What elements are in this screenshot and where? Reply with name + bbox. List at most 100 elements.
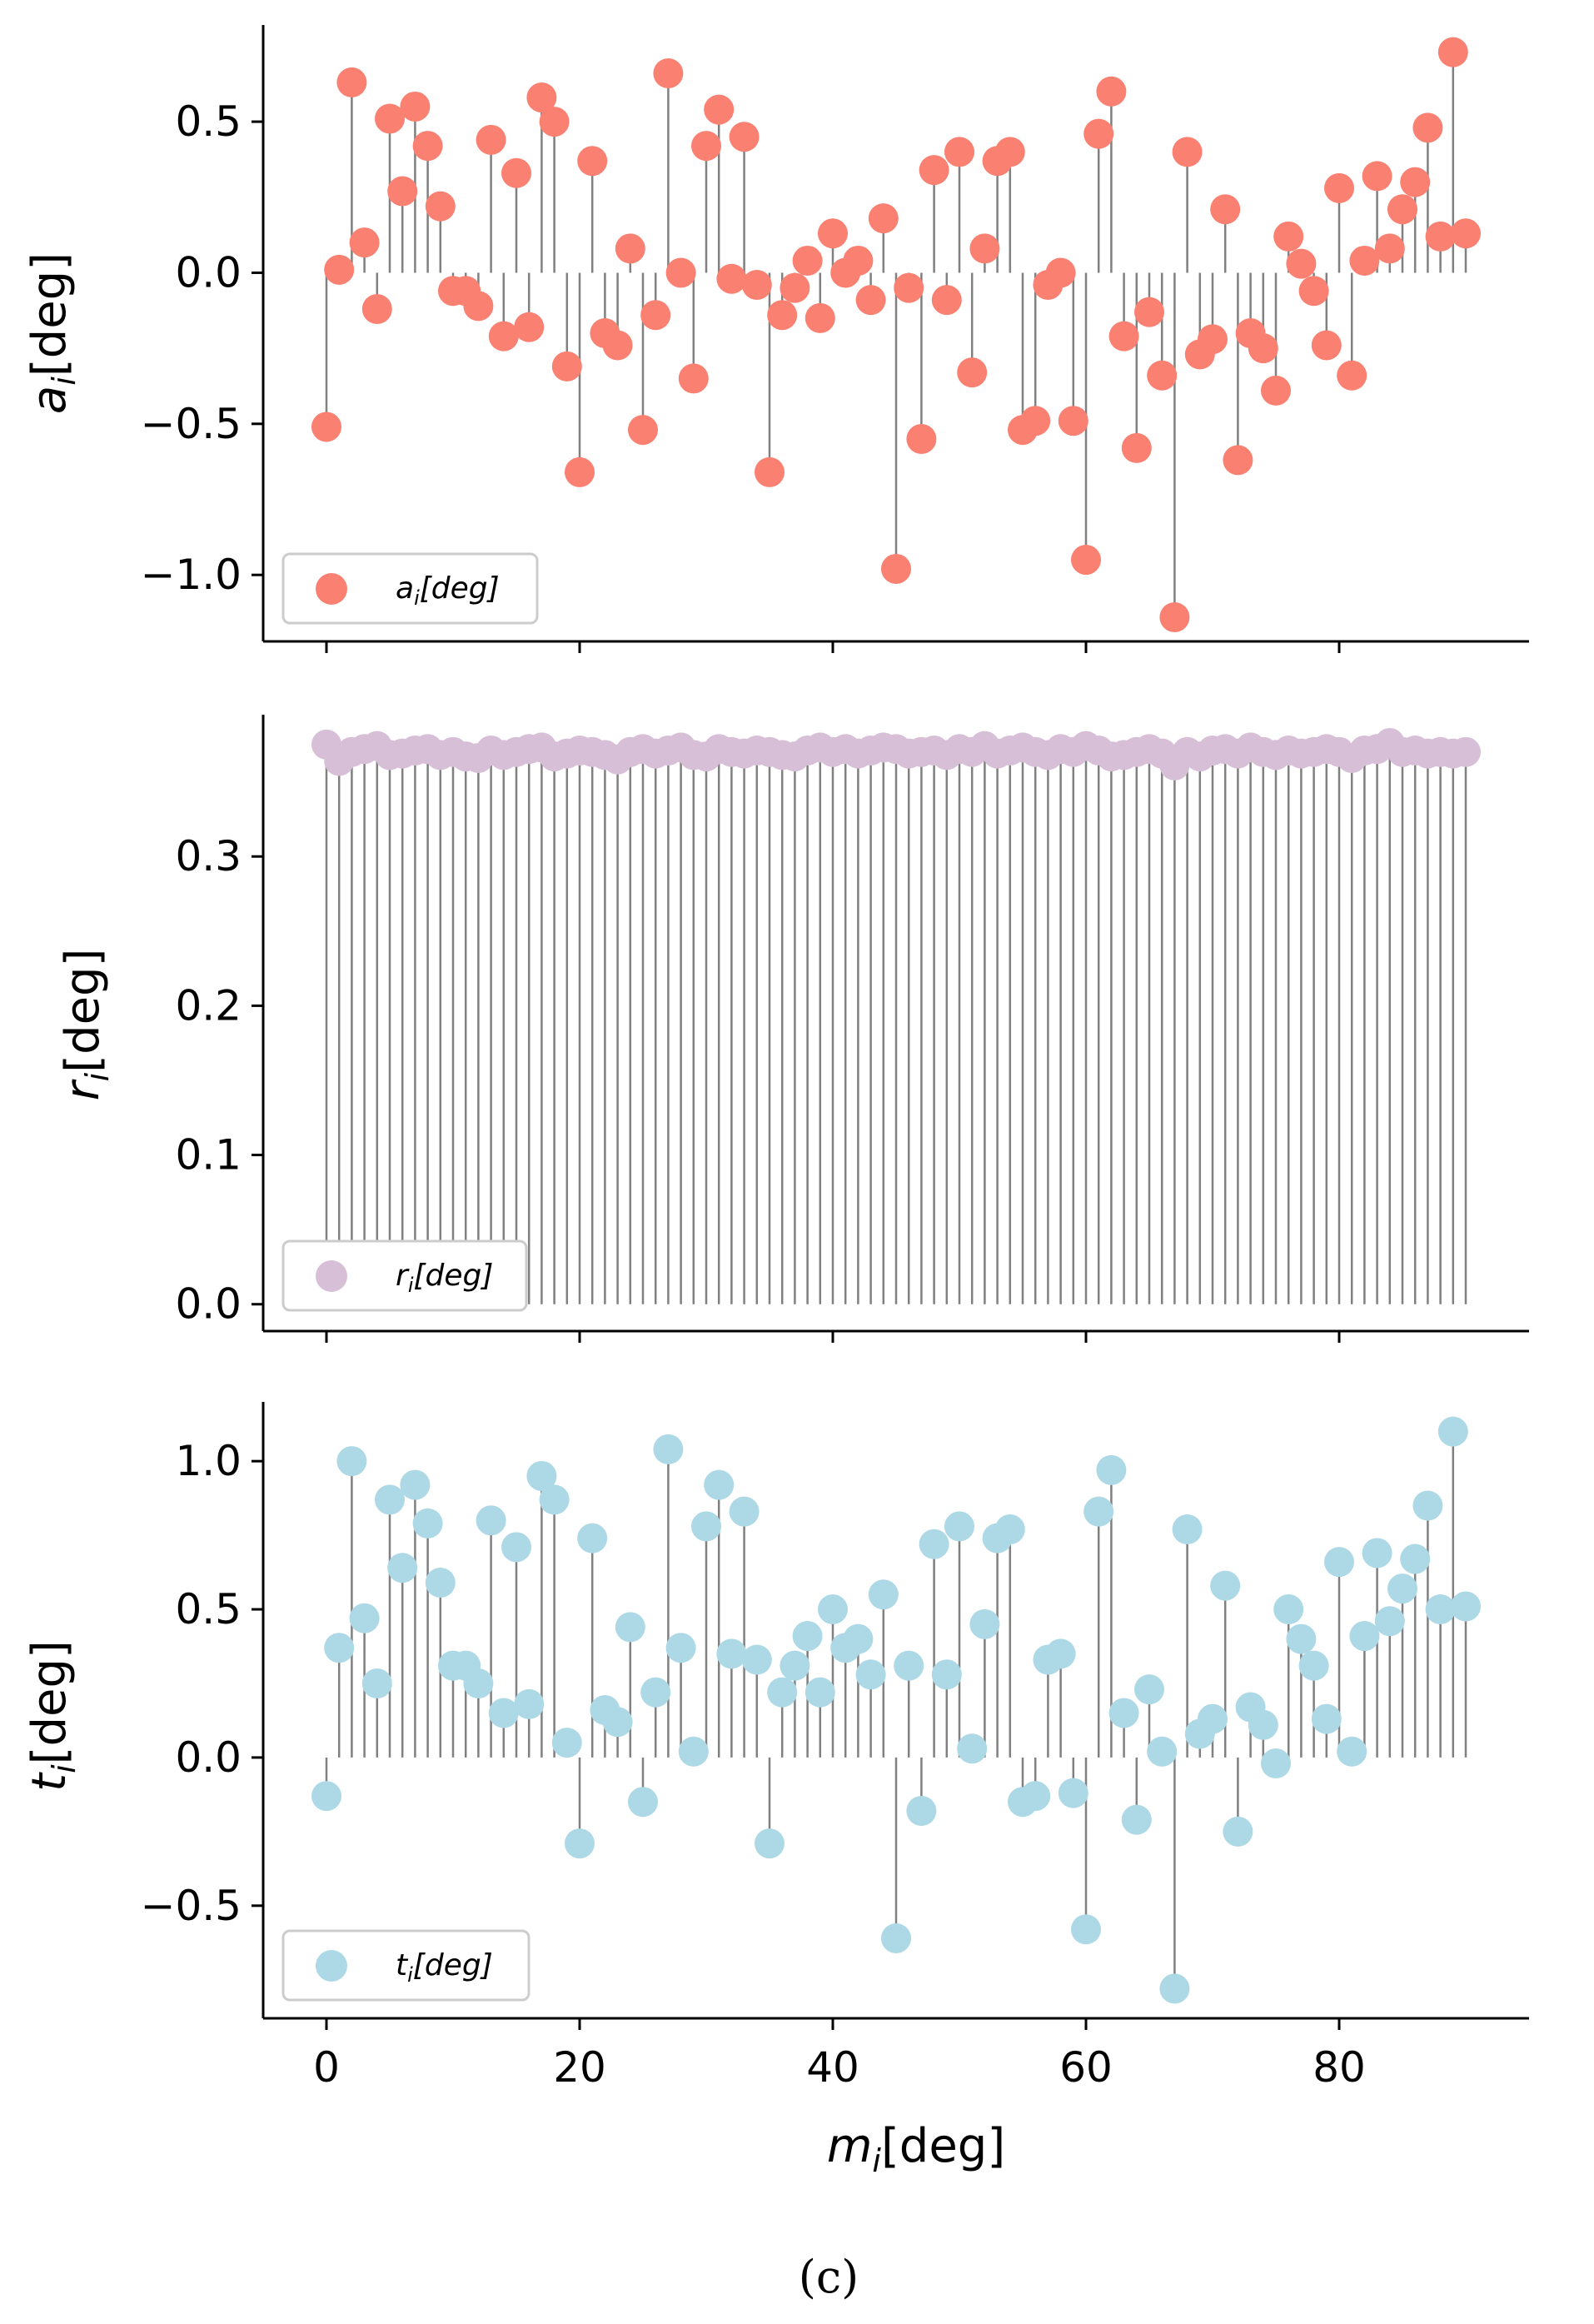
panel-top-point [1147,360,1178,391]
panel-bottom-points [311,1416,1481,2004]
panel-middle-ytick-label: 0.2 [175,981,242,1030]
panel-bottom-point [1412,1490,1443,1521]
panel-bottom-point [324,1633,355,1663]
panel-bottom: −0.50.00.51.0 0 20 40 60 80 ti[deg] ti[deg] … [22,1402,1529,2179]
panel-top-point [1223,445,1253,476]
panel-top-point [1412,112,1443,143]
panel-top-point [1451,218,1481,249]
panel-top-point [539,107,570,137]
panel-middle: 0.0 0.1 0.2 0.3 ri[deg] ri[deg] [56,715,1529,1343]
panel-bottom-point [1298,1650,1329,1681]
panel-bottom-point [818,1594,848,1625]
panel-bottom-point [311,1781,341,1812]
panel-bottom-xtick-label: 20 [553,2043,606,2092]
panel-bottom-point [1451,1591,1481,1622]
panel-bottom-point [919,1529,949,1559]
panel-bottom-point [1261,1748,1291,1779]
panel-top-point [1324,172,1354,203]
panel-top-point [1298,276,1329,307]
x-axis-label: mi[deg] [827,2119,1005,2179]
panel-top-point [1134,297,1164,327]
panel-top-point [311,411,341,442]
panel-bottom-ytick-label: −0.5 [141,1882,242,1930]
panel-bottom-point [425,1568,456,1598]
panel-top-legend-label: ai[deg] [396,571,500,610]
panel-bottom-legend-marker [316,1950,347,1982]
panel-top-point [476,124,506,155]
panel-bottom-point [488,1698,519,1728]
panel-top-point [425,191,456,222]
panel-bottom-point [780,1650,810,1681]
panel-bottom-point [1108,1698,1139,1728]
panel-middle-points [311,728,1481,780]
panel-top-point [818,218,848,249]
panel-bottom-xtick-label: 80 [1313,2043,1366,2092]
panel-top-point [551,351,582,382]
panel-bottom-point [906,1795,937,1826]
panel-middle-yticks: 0.0 0.1 0.2 0.3 [175,832,263,1329]
panel-bottom-point [1020,1781,1051,1812]
panel-top-point [349,227,380,258]
panel-top-point [919,155,949,186]
panel-middle-ytick-label: 0.3 [175,832,242,880]
panel-top-point [665,257,696,288]
panel-bottom-point [1134,1674,1164,1705]
panel-top-point [855,285,886,316]
panel-top-point [628,415,658,446]
panel-top-point [868,203,899,234]
panel-bottom-point [628,1787,658,1818]
panel-bottom-point [1425,1594,1456,1625]
panel-bottom-point [994,1514,1025,1544]
panel-top-point [1071,545,1101,576]
panel-top-point [1273,221,1304,252]
panel-bottom-point [400,1469,431,1500]
panel-top-point [501,157,531,188]
panel-top: −1.0 −0.5 0.0 0.5 ai[deg] ai[deg] [22,25,1529,653]
panel-bottom-point [476,1505,506,1536]
panel-top-point [1387,194,1417,225]
panel-top-point [565,456,595,487]
panel-bottom-xtick-label: 60 [1059,2043,1113,2092]
panel-bottom-point [1223,1816,1253,1847]
panel-bottom-ytick-label: 0.5 [175,1585,242,1633]
panel-top-point [1261,375,1291,406]
panel-bottom-point [1248,1709,1278,1740]
panel-top-point [1349,245,1380,276]
panel-bottom-point [804,1677,835,1708]
panel-bottom-point [855,1659,886,1690]
panel-top-point [412,131,443,162]
panel-middle-ytick-label: 0.1 [175,1131,242,1179]
panel-bottom-point [881,1923,911,1953]
panel-top-point [577,146,608,177]
panel-top-point [1337,360,1367,391]
panel-top-xticks [325,641,1341,653]
panel-bottom-ytick-label: 1.0 [175,1437,242,1485]
panel-bottom-point [755,1828,785,1859]
panel-bottom-point [640,1677,671,1708]
panel-top-point [994,137,1025,167]
panel-top-point [755,456,785,487]
panel-middle-legend-label: ri[deg] [396,1259,493,1297]
panel-bottom-point [653,1434,684,1464]
panel-top-point [1248,333,1278,364]
panel-bottom-point [868,1579,899,1610]
panel-bottom-point [514,1688,545,1719]
panel-bottom-point [1362,1538,1392,1568]
panel-bottom-point [1159,1973,1190,2004]
panel-bottom-point [969,1608,1000,1639]
panel-bottom-point [691,1511,721,1542]
panel-top-point [1172,137,1203,167]
panel-bottom-point [539,1484,570,1515]
panel-top-point [894,272,924,303]
panel-top-point [1083,118,1114,149]
panel-top-point [792,245,823,276]
panel-top-point [729,122,760,152]
panel-bottom-point [1172,1514,1203,1544]
figure-caption: (c) [799,2251,859,2303]
panel-bottom-yticks: −0.5 0.0 0.5 1.0 [141,1437,263,1930]
panel-top-ylabel: ai[deg] [22,252,82,414]
panel-top-point [957,357,988,388]
panel-top-point [1045,257,1076,288]
panel-bottom-legend: ti[deg] [281,1929,531,2002]
